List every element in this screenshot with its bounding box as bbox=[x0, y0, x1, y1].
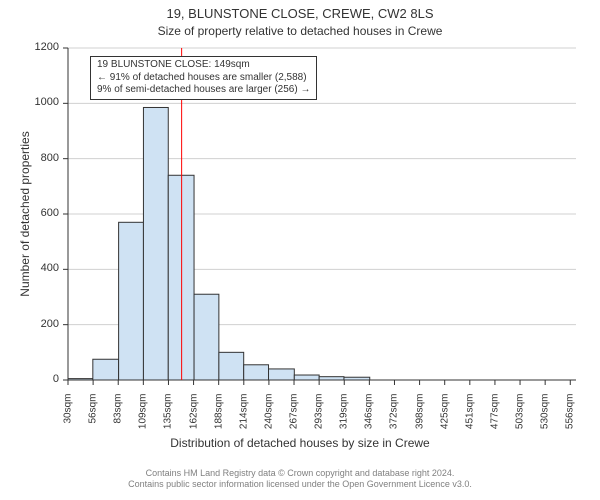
x-axis-label: Distribution of detached houses by size … bbox=[0, 436, 600, 450]
callout-line: 19 BLUNSTONE CLOSE: 149sqm bbox=[97, 59, 310, 72]
footnote-line: Contains HM Land Registry data © Crown c… bbox=[0, 468, 600, 479]
callout-line: 9% of semi-detached houses are larger (2… bbox=[97, 84, 310, 97]
callout-line: ← 91% of detached houses are smaller (2,… bbox=[97, 72, 310, 85]
footnote: Contains HM Land Registry data © Crown c… bbox=[0, 468, 600, 490]
chart-container: 19, BLUNSTONE CLOSE, CREWE, CW2 8LS Size… bbox=[0, 0, 600, 500]
footnote-line: Contains public sector information licen… bbox=[0, 479, 600, 490]
callout-box: 19 BLUNSTONE CLOSE: 149sqm← 91% of detac… bbox=[90, 56, 317, 100]
y-axis-label: Number of detached properties bbox=[18, 48, 32, 380]
